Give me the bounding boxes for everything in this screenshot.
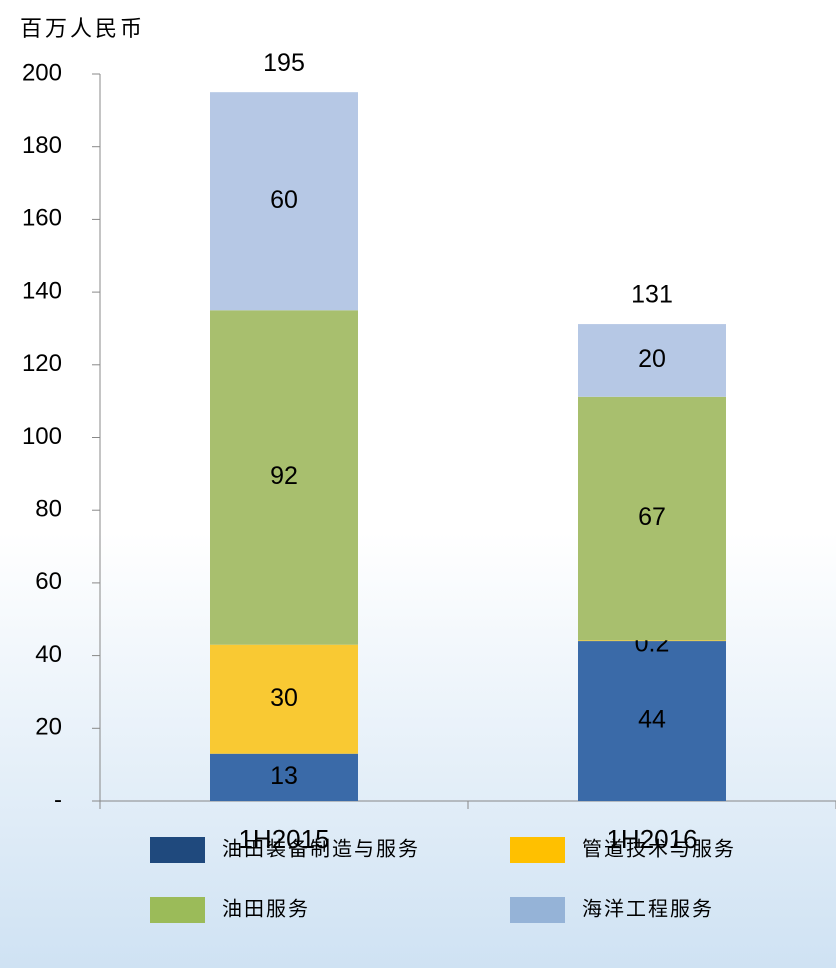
bar-segment	[210, 310, 358, 645]
bar-segment	[578, 641, 726, 801]
total-label: 131	[631, 281, 673, 309]
legend-label: 海洋工程服务	[582, 897, 714, 921]
data-label: 92	[270, 462, 298, 490]
y-tick-label: 40	[35, 641, 62, 668]
x-tick-label: 1H2015	[238, 824, 329, 854]
y-axis-label: 百万人民币	[20, 17, 145, 42]
y-tick-label: 20	[35, 714, 62, 741]
legend-swatch	[510, 897, 565, 923]
legend-swatch	[150, 897, 205, 923]
y-tick-label: 120	[22, 350, 62, 377]
y-tick-label: 100	[22, 423, 62, 450]
y-tick-label: 60	[35, 568, 62, 595]
y-tick-label: 140	[22, 277, 62, 304]
bar-segment	[578, 640, 726, 642]
y-tick-label: -	[54, 786, 62, 813]
total-label: 195	[263, 49, 305, 77]
data-label: 60	[270, 186, 298, 214]
legend-swatch	[510, 837, 565, 863]
y-tick-label: 80	[35, 496, 62, 523]
legend-label: 管道技术与服务	[582, 837, 736, 861]
data-label: 13	[270, 762, 298, 790]
bar-segment	[210, 753, 358, 801]
y-tick-label: 200	[22, 59, 62, 86]
legend-swatch	[150, 837, 205, 863]
y-tick-label: 180	[22, 132, 62, 159]
bar-segment	[578, 396, 726, 641]
x-tick-label: 1H2016	[606, 824, 697, 854]
data-label: 30	[270, 684, 298, 712]
bar-segment	[210, 644, 358, 754]
bar-segment	[578, 324, 726, 397]
bar-segment	[210, 92, 358, 311]
legend-label: 油田服务	[222, 897, 310, 921]
y-tick-label: 160	[22, 205, 62, 232]
data-label: 67	[638, 503, 666, 531]
data-label: 20	[638, 345, 666, 373]
legend-label: 油田装备制造与服务	[222, 837, 420, 861]
data-label: 44	[638, 706, 666, 734]
